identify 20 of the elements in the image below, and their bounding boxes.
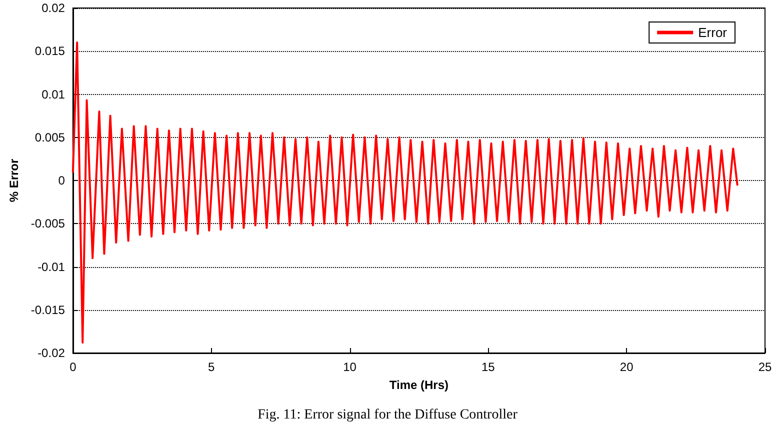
y-tick-label: 0.015 [34,44,66,58]
y-axis-title: % Error [7,158,21,202]
x-tick-label: 10 [343,360,357,374]
y-tick-label: 0.005 [34,130,66,144]
x-axis-title: Time (Hrs) [389,378,449,392]
y-tick-label: -0.01 [38,260,66,274]
y-tick-label: -0.005 [30,216,66,231]
caption: Fig. 11: Error signal for the Diffuse Controller [258,408,518,422]
x-tick-label: 5 [208,360,215,374]
x-tick-label: 20 [620,360,634,374]
y-tick-label: 0 [58,174,66,188]
y-tick-label: -0.02 [38,346,66,360]
y-tick-label: -0.015 [30,302,66,317]
x-tick-label: 0 [70,360,77,374]
y-tick-label: 0.01 [42,87,66,102]
x-tick-label: 15 [481,360,496,374]
legend-label: Error [698,25,728,40]
line-series [72,42,738,344]
x-tick-label: 25 [758,360,772,374]
y-tick-label: 0.02 [42,1,66,15]
